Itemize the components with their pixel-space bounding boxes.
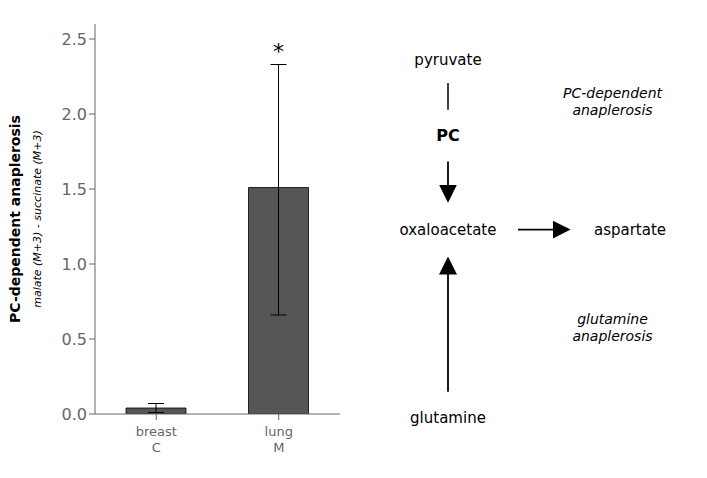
svg-text:lungM: lungM — [265, 424, 293, 455]
svg-text:PC-dependentanaplerosis: PC-dependentanaplerosis — [563, 85, 663, 118]
svg-text:aspartate: aspartate — [594, 220, 666, 238]
svg-text:malate (M+3) - succinate (M+3): malate (M+3) - succinate (M+3) — [31, 130, 44, 308]
svg-text:oxaloacetate: oxaloacetate — [400, 220, 497, 238]
svg-text:1.0: 1.0 — [62, 255, 87, 274]
svg-text:PC-dependent anaplerosis: PC-dependent anaplerosis — [8, 115, 23, 323]
svg-text:pyruvate: pyruvate — [414, 51, 481, 69]
svg-text:2.0: 2.0 — [62, 105, 87, 124]
svg-text:breastC: breastC — [136, 424, 177, 455]
svg-text:PC: PC — [436, 125, 459, 144]
svg-text:1.5: 1.5 — [62, 180, 87, 199]
svg-text:0.5: 0.5 — [62, 330, 87, 349]
svg-text:*: * — [273, 39, 284, 64]
svg-text:0.0: 0.0 — [62, 405, 87, 424]
svg-text:glutamineanaplerosis: glutamineanaplerosis — [572, 311, 652, 344]
svg-text:2.5: 2.5 — [62, 30, 87, 49]
svg-text:glutamine: glutamine — [410, 408, 486, 426]
